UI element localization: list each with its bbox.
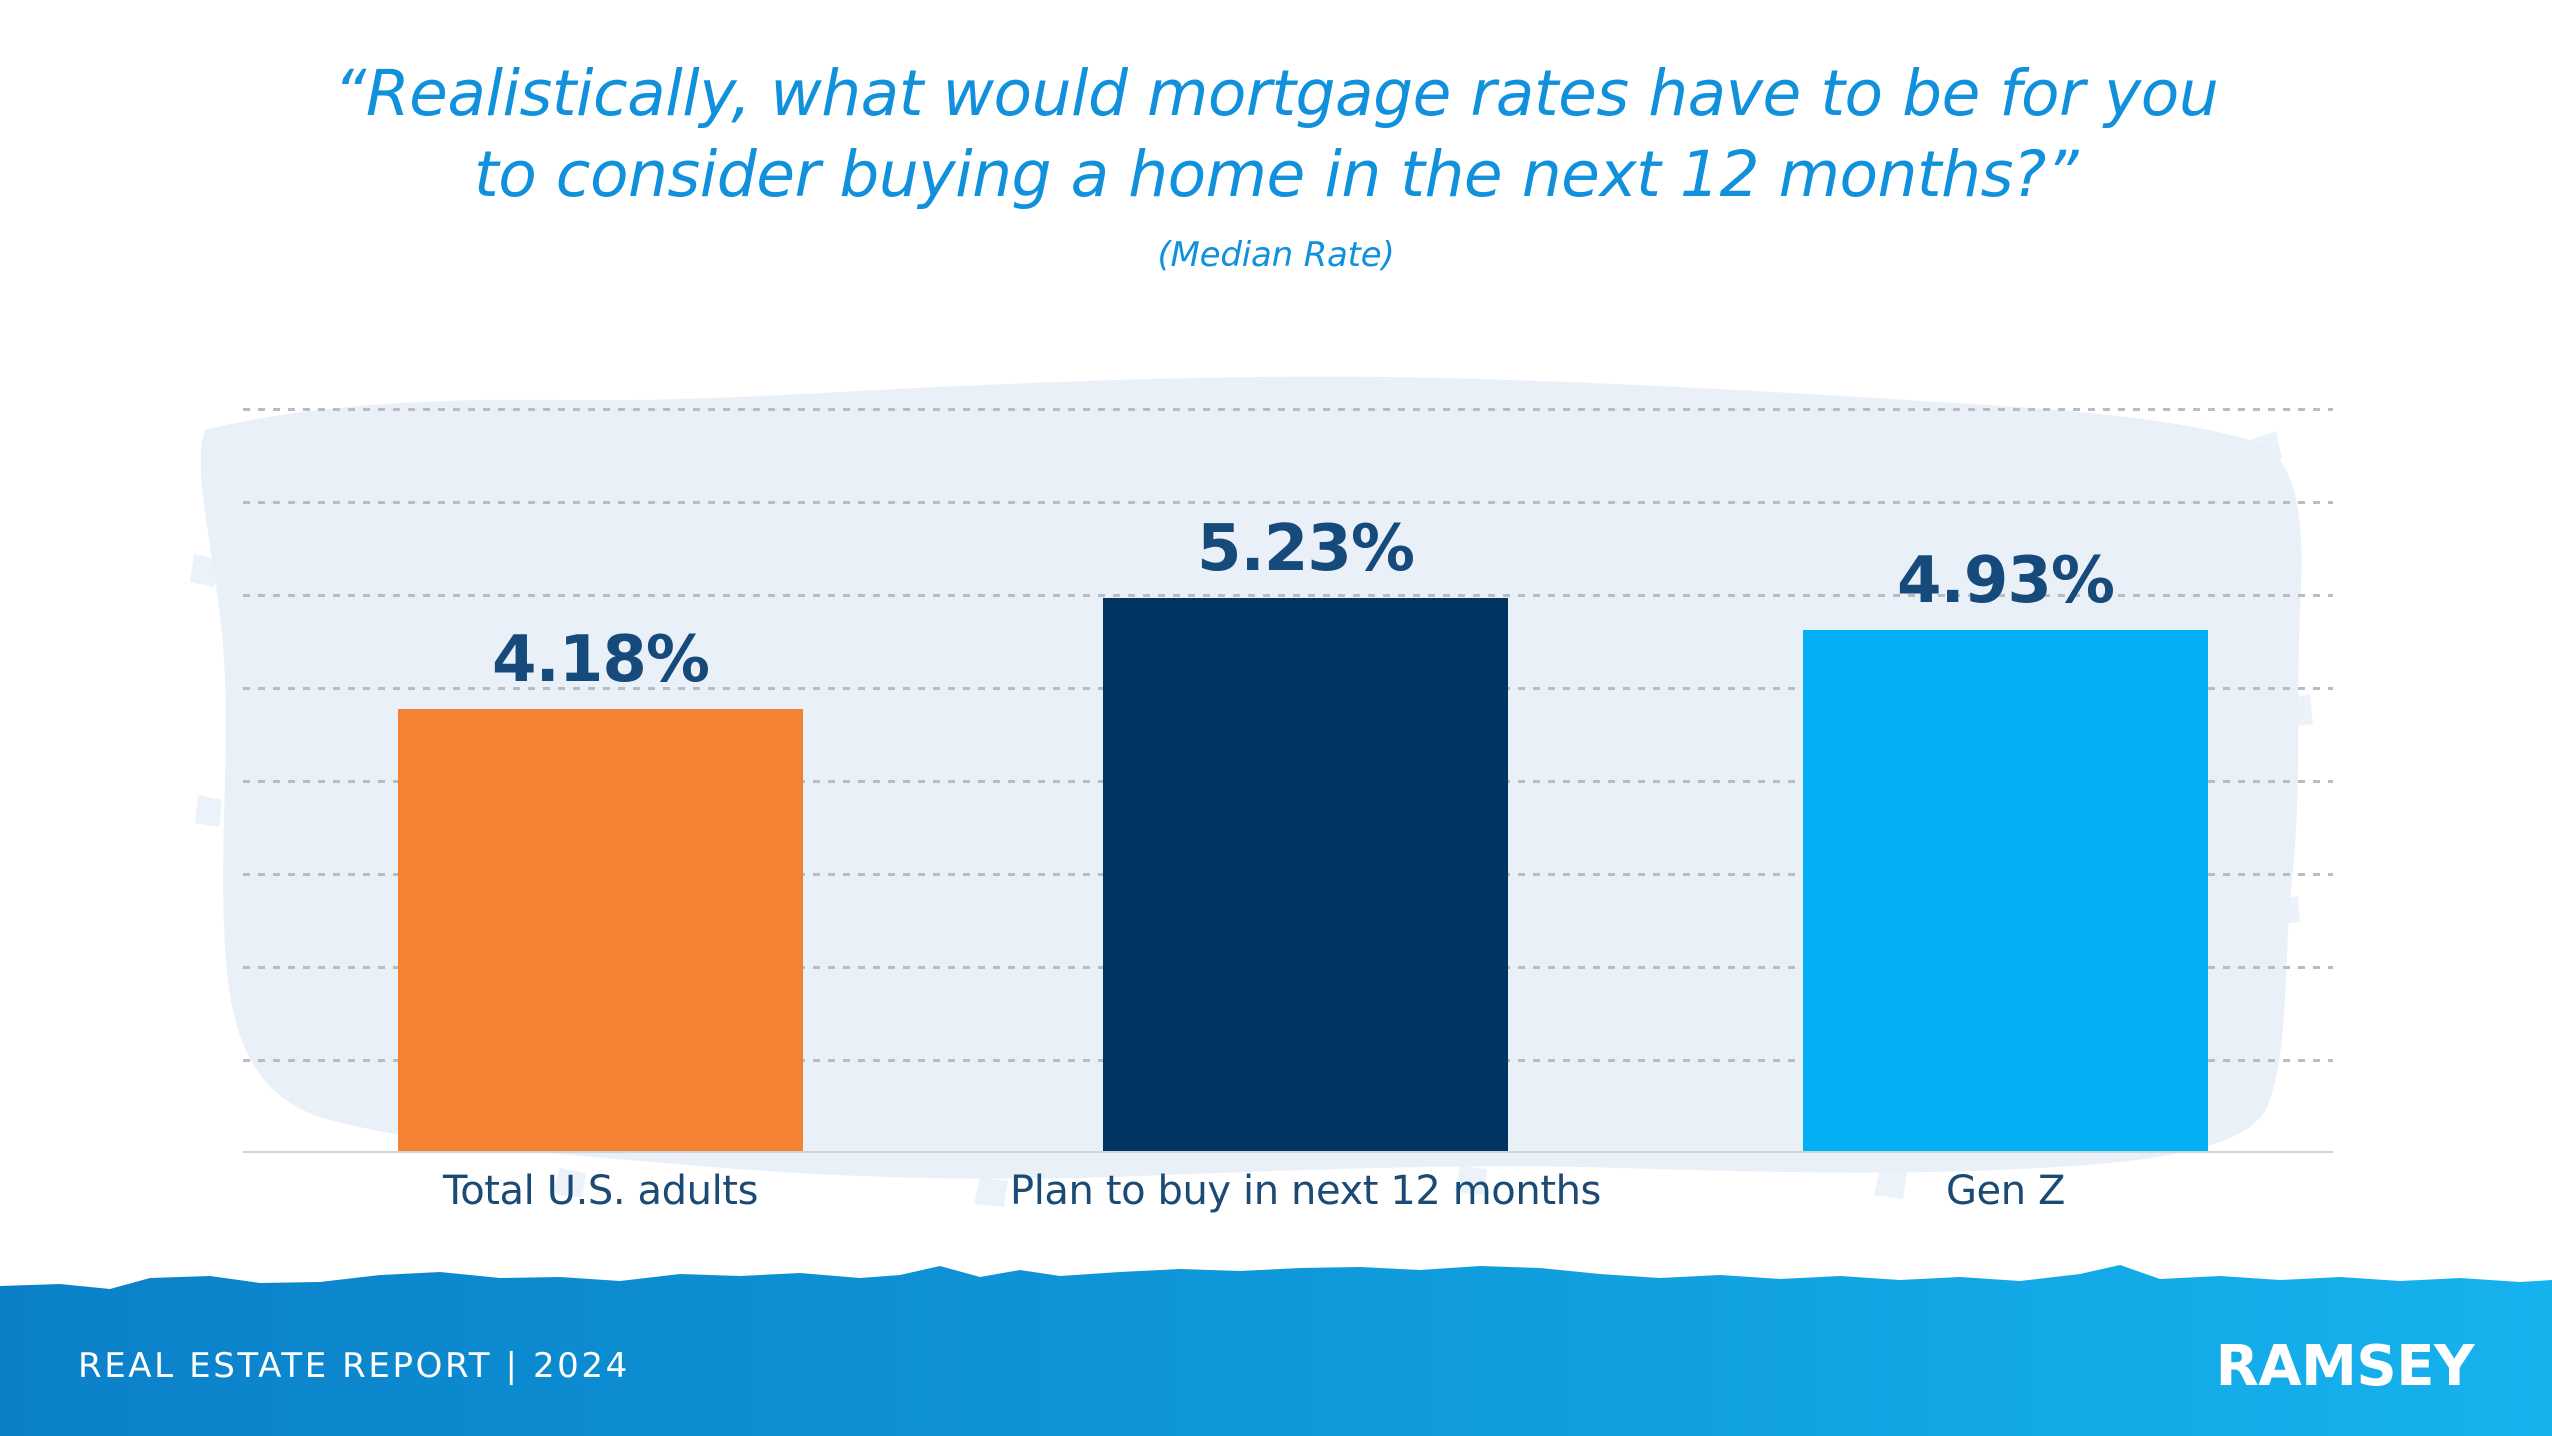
chart-title: “Realistically, what would mortgage rate… — [333, 57, 2219, 211]
footer-wave-path — [0, 1265, 2552, 1436]
bar-value-label: 4.93% — [1896, 544, 2115, 618]
footer-content: REAL ESTATE REPORT | 2024 RAMSEY — [0, 1296, 2552, 1436]
bar-rect[interactable] — [1103, 598, 1508, 1151]
category-label-gen-z: Gen Z — [1945, 1168, 2066, 1214]
category-axis-labels: Total U.S. adults Plan to buy in next 12… — [243, 1168, 2333, 1238]
chart-subtitle: (Median Rate) — [1157, 235, 1395, 276]
bar-value-label: 5.23% — [1196, 512, 1415, 586]
category-label-total-us-adults: Total U.S. adults — [442, 1168, 759, 1214]
chart-plot-area: 4.18% 5.23% 4.93% — [243, 408, 2333, 1153]
bar-group-total-us-adults[interactable]: 4.18% — [398, 623, 803, 1151]
x-axis-baseline — [243, 1151, 2333, 1153]
ramsey-logo: RAMSEY — [2215, 1333, 2475, 1399]
bar-group-plan-to-buy[interactable]: 5.23% — [1103, 512, 1508, 1151]
bar-value-label: 4.18% — [491, 623, 710, 697]
footer-band: REAL ESTATE REPORT | 2024 RAMSEY — [0, 1256, 2552, 1436]
bar-series: 4.18% 5.23% 4.93% — [243, 408, 2333, 1153]
bar-rect[interactable] — [398, 709, 803, 1151]
footer-wave-shape — [0, 1265, 2552, 1436]
report-label: REAL ESTATE REPORT | 2024 — [78, 1346, 630, 1386]
bar-rect[interactable] — [1803, 630, 2208, 1151]
title-block: “Realistically, what would mortgage rate… — [0, 54, 2552, 275]
bar-group-gen-z[interactable]: 4.93% — [1803, 544, 2208, 1151]
category-label-plan-to-buy: Plan to buy in next 12 months — [1010, 1168, 1601, 1214]
